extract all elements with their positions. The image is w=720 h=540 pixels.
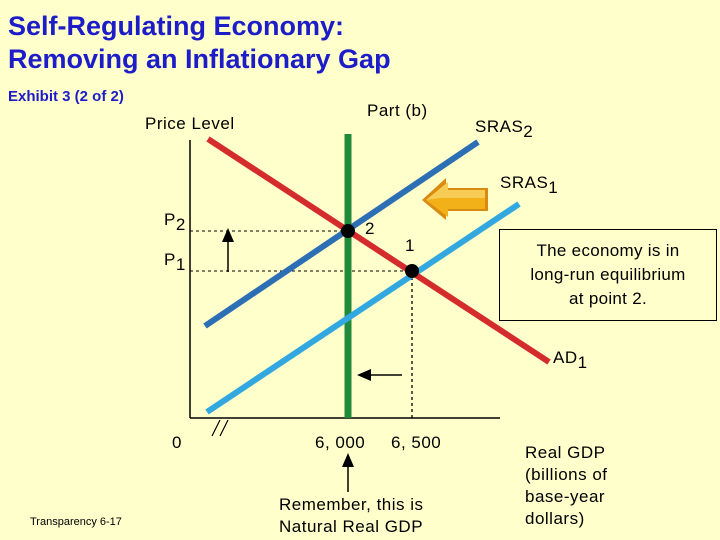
p2-label: P2	[164, 210, 186, 234]
point-1-marker	[405, 264, 419, 278]
sras1-label: SRAS1	[500, 173, 559, 197]
transparency-label: Transparency 6-17	[30, 516, 122, 528]
part-label: Part (b)	[367, 101, 428, 120]
exhibit-label: Exhibit 3 (2 of 2)	[8, 88, 124, 105]
point-2-label: 2	[365, 219, 375, 238]
axis-break-mark	[219, 419, 229, 437]
output-fall-arrowhead	[357, 369, 371, 381]
ad1-curve	[206, 136, 551, 365]
sras2-label: SRAS2	[475, 117, 534, 141]
point-1-label: 1	[405, 236, 415, 255]
sras1-curve	[205, 201, 521, 415]
p1-label: P1	[164, 250, 186, 274]
sras2-curve	[203, 139, 480, 329]
x-tick-6500: 6, 500	[391, 433, 442, 452]
natural-gdp-arrowhead	[342, 453, 354, 467]
x-axis-label: Real GDP (billions of base-year dollars)	[525, 443, 608, 528]
x-tick-6000: 6, 000	[315, 433, 366, 452]
point-2-marker	[341, 224, 355, 238]
natural-gdp-note: Remember, this is Natural Real GDP	[279, 495, 424, 536]
title-line-2: Removing an Inflationary Gap	[8, 44, 391, 74]
ad1-label: AD1	[553, 348, 588, 372]
x-tick-origin: 0	[172, 433, 182, 452]
axis-break-mark	[211, 419, 221, 437]
title-line-1: Self-Regulating Economy:	[8, 11, 345, 41]
equilibrium-callout: The economy is in long-run equilibrium a…	[499, 229, 717, 321]
price-rise-arrowhead	[222, 228, 234, 242]
slide-title: Self-Regulating Economy: Removing an Inf…	[8, 10, 391, 76]
sras-shift-arrow-icon	[422, 178, 488, 220]
y-axis-label: Price Level	[145, 114, 235, 133]
